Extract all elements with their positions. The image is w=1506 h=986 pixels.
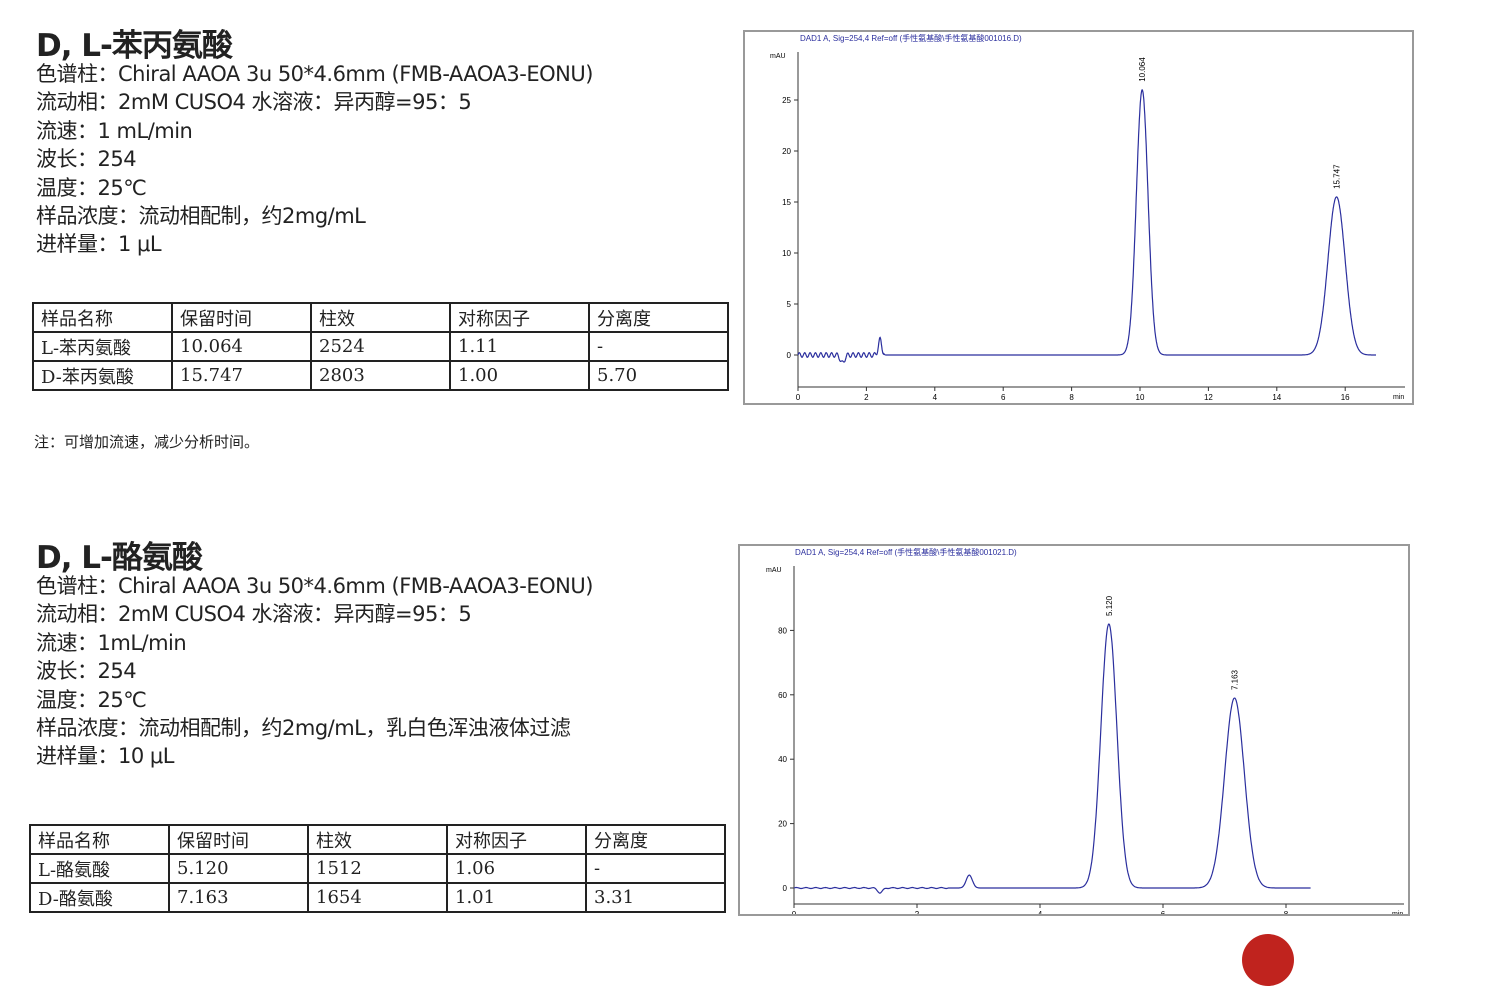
table-row: L-苯丙氨酸 10.064 2524 1.11- — [32, 331, 729, 362]
table-header: 样品名称 保留时间 柱效 对称因子 分离度 — [29, 824, 726, 855]
table-cell: - — [588, 331, 729, 362]
info-line: 温度：25℃ — [36, 175, 147, 200]
chromatogram-trace — [793, 623, 1311, 894]
table-cell: D-苯丙氨酸 — [32, 360, 173, 391]
y-tick-label: 40 — [778, 755, 787, 764]
section-title: D, L-酪氨酸 — [36, 540, 203, 576]
table-cell: 柱效 — [307, 824, 448, 855]
x-tick-label: 8 — [1284, 910, 1289, 914]
table-cell: 柱效 — [310, 302, 451, 333]
table-header: 样品名称 保留时间 柱效 对称因子 分离度 — [32, 302, 729, 333]
chromatogram-trace — [797, 89, 1376, 363]
info-line: 温度：25℃ — [36, 687, 147, 712]
table-cell: 分离度 — [588, 302, 729, 333]
table-cell: L-酪氨酸 — [29, 853, 170, 884]
table-cell: 7.163 — [168, 882, 309, 913]
method-info: 色谱柱：Chiral AAOA 3u 50*4.6mm (FMB-AAOA3-E… — [36, 572, 593, 771]
table-cell: 2524 — [310, 331, 451, 362]
table-cell: 样品名称 — [29, 824, 170, 855]
chart-title: DAD1 A, Sig=254,4 Ref=off (手性氨基酸\手性氨基酸00… — [800, 33, 1022, 43]
info-line: 样品浓度：流动相配制，约2mg/mL — [36, 204, 366, 229]
table-cell: 1.11 — [449, 331, 590, 362]
y-tick-label: 10 — [782, 249, 791, 258]
table-cell: - — [585, 853, 726, 884]
table-cell: 1.06 — [446, 853, 587, 884]
logo-icon — [1242, 934, 1294, 986]
y-axis-label: mAU — [770, 53, 786, 60]
info-line: 流动相：2mM CUSO4 水溶液：异丙醇=95：5 — [36, 90, 472, 115]
y-tick-label: 20 — [778, 820, 787, 829]
table-cell: 5.70 — [588, 360, 729, 391]
table-cell: 1654 — [307, 882, 448, 913]
y-tick-label: 20 — [782, 147, 791, 156]
info-line: 色谱柱：Chiral AAOA 3u 50*4.6mm (FMB-AAOA3-E… — [36, 62, 593, 86]
y-tick-label: 5 — [787, 300, 792, 309]
x-tick-label: 14 — [1272, 393, 1281, 402]
table-cell: 分离度 — [585, 824, 726, 855]
table-cell: 1.00 — [449, 360, 590, 391]
table-cell: 对称因子 — [446, 824, 587, 855]
table-cell: 10.064 — [171, 331, 312, 362]
chromatogram-svg: DAD1 A, Sig=254,4 Ref=off (手性氨基酸\手性氨基酸00… — [766, 547, 1404, 919]
note: 注：可增加流速，减少分析时间。 — [34, 433, 260, 451]
peak-label: 10.064 — [1138, 57, 1147, 82]
x-axis-label: min — [1392, 911, 1403, 914]
table-row: L-酪氨酸 5.120 1512 1.06- — [29, 853, 726, 884]
y-tick-label: 15 — [782, 198, 791, 207]
table-cell: D-酪氨酸 — [29, 882, 170, 913]
info-line: 进样量：10 μL — [36, 744, 174, 769]
table-cell: 15.747 — [171, 360, 312, 391]
table-cell: 5.120 — [168, 853, 309, 884]
info-line: 样品浓度：流动相配制，约2mg/mL，乳白色浑浊液体过滤 — [36, 716, 571, 741]
x-tick-label: 0 — [796, 393, 801, 402]
method-info: 色谱柱：Chiral AAOA 3u 50*4.6mm (FMB-AAOA3-E… — [36, 60, 593, 259]
results-table: 样品名称 保留时间 柱效 对称因子 分离度 L-苯丙氨酸 10.064 2524 1.11- D-… — [32, 302, 729, 391]
x-tick-label: 0 — [792, 910, 797, 914]
info-line: 波长：254 — [36, 659, 137, 684]
table-cell: 1512 — [307, 853, 448, 884]
x-tick-label: 6 — [1001, 393, 1006, 402]
x-axis-label: min — [1393, 394, 1404, 401]
info-line: 流动相：2mM CUSO4 水溶液：异丙醇=95：5 — [36, 602, 472, 627]
results-table: 样品名称 保留时间 柱效 对称因子 分离度 L-酪氨酸 5.120 1512 1.06- D-酪氨… — [29, 824, 726, 913]
x-tick-label: 16 — [1341, 393, 1350, 402]
x-tick-label: 12 — [1204, 393, 1213, 402]
y-tick-label: 0 — [783, 884, 788, 893]
table-cell: 保留时间 — [171, 302, 312, 333]
table-cell: 2803 — [310, 360, 451, 391]
x-tick-label: 4 — [933, 393, 938, 402]
x-tick-label: 10 — [1136, 393, 1145, 402]
x-tick-label: 8 — [1069, 393, 1074, 402]
table-cell: L-苯丙氨酸 — [32, 331, 173, 362]
table-cell: 3.31 — [585, 882, 726, 913]
chart-title: DAD1 A, Sig=254,4 Ref=off (手性氨基酸\手性氨基酸00… — [795, 547, 1017, 557]
info-line: 进样量：1 μL — [36, 232, 162, 257]
info-line: 流速：1 mL/min — [36, 118, 193, 143]
info-line: 色谱柱：Chiral AAOA 3u 50*4.6mm (FMB-AAOA3-E… — [36, 574, 593, 598]
chromatogram-2: DAD1 A, Sig=254,4 Ref=off (手性氨基酸\手性氨基酸00… — [738, 544, 1410, 919]
table-cell: 对称因子 — [449, 302, 590, 333]
y-tick-label: 60 — [778, 691, 787, 700]
x-tick-label: 2 — [864, 393, 869, 402]
table-cell: 保留时间 — [168, 824, 309, 855]
table-row: D-酪氨酸 7.163 1654 1.01 3.31 — [29, 882, 726, 913]
table-cell: 1.01 — [446, 882, 587, 913]
table-row: D-苯丙氨酸 15.747 2803 1.00 5.70 — [32, 360, 729, 391]
peak-label: 7.163 — [1231, 669, 1240, 690]
info-line: 波长：254 — [36, 147, 137, 172]
peak-label: 5.120 — [1105, 595, 1114, 616]
section-title: D, L-苯丙氨酸 — [36, 28, 233, 64]
y-tick-label: 80 — [778, 626, 787, 635]
chromatogram-svg: DAD1 A, Sig=254,4 Ref=off (手性氨基酸\手性氨基酸00… — [770, 33, 1405, 402]
y-tick-label: 0 — [787, 351, 792, 360]
y-tick-label: 25 — [782, 96, 791, 105]
info-line: 流速：1mL/min — [36, 630, 187, 655]
peak-label: 15.747 — [1333, 164, 1342, 189]
x-tick-label: 4 — [1038, 910, 1043, 914]
x-tick-label: 6 — [1161, 910, 1166, 914]
x-tick-label: 2 — [915, 910, 920, 914]
table-cell: 样品名称 — [32, 302, 173, 333]
y-axis-label: mAU — [766, 567, 782, 574]
chromatogram-1: DAD1 A, Sig=254,4 Ref=off (手性氨基酸\手性氨基酸00… — [743, 30, 1414, 405]
